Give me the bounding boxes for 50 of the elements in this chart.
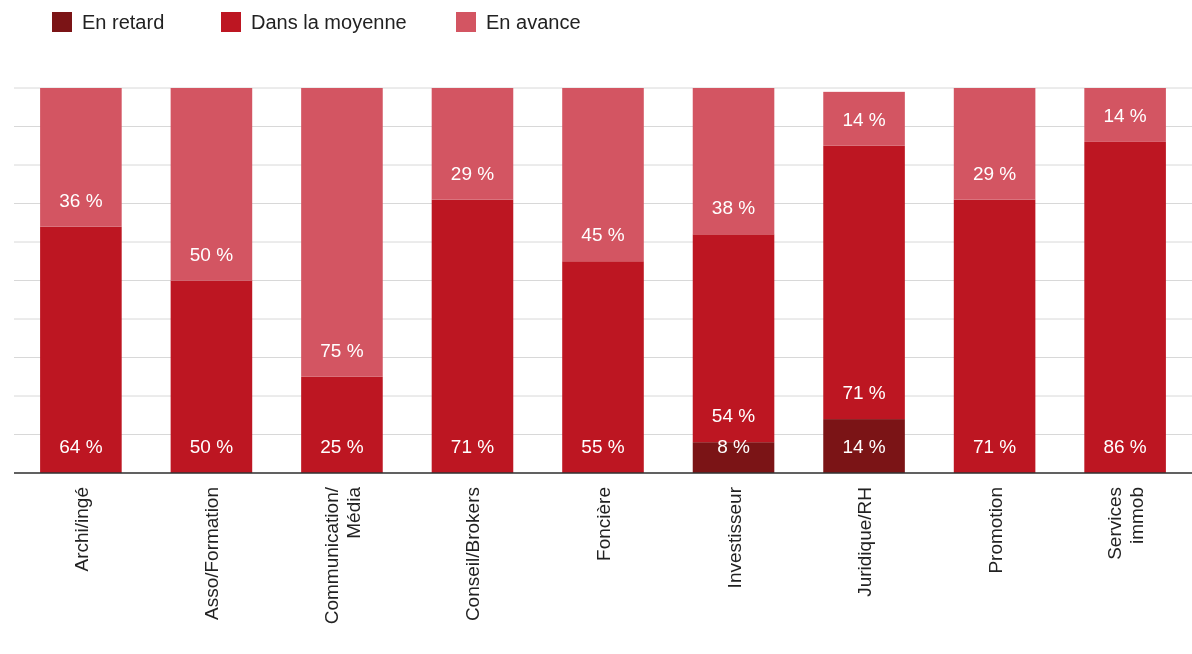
bar (562, 88, 644, 262)
data-label: 64 % (59, 436, 103, 457)
bar (1084, 88, 1166, 142)
legend-label: Dans la moyenne (251, 11, 407, 33)
x-tick-label: Foncière (593, 487, 614, 561)
data-label: 29 % (450, 162, 495, 184)
bar (301, 88, 383, 377)
data-label: 55 % (581, 436, 625, 457)
data-label: 14 % (842, 436, 886, 457)
bar (692, 88, 775, 235)
x-tick-label: Communication/ Média (320, 486, 364, 625)
data-label: 54 % (711, 405, 756, 427)
data-label: 29 % (972, 162, 1017, 184)
data-label: 71 % (842, 382, 886, 404)
bar (953, 88, 1036, 200)
x-tick-label: Juridique/RH (854, 487, 876, 597)
x-tick-label: Conseil/Brokers (462, 487, 484, 622)
bar (40, 226, 122, 473)
data-label: 8 % (717, 436, 750, 457)
data-label: 75 % (320, 339, 364, 361)
bar (1084, 141, 1166, 473)
bar (431, 88, 514, 200)
legend-label: En avance (486, 11, 581, 33)
x-tick-label: Promotion (984, 487, 1006, 574)
x-tick-label: Investisseur (723, 486, 745, 589)
bar (823, 145, 905, 420)
x-tick-label: Archi/ingé (70, 487, 92, 572)
bar (562, 261, 644, 473)
data-label: 36 % (59, 189, 103, 211)
bar (823, 419, 905, 473)
bar (431, 199, 514, 473)
data-label: 25 % (320, 436, 364, 457)
data-label: 38 % (711, 197, 756, 219)
x-tick-label: Asso/Formation (201, 487, 223, 621)
legend-label: En retard (82, 11, 165, 33)
data-label: 71 % (972, 436, 1017, 457)
data-label: 50 % (189, 436, 234, 457)
data-label: 14 % (842, 108, 886, 130)
bar (301, 376, 383, 473)
bar (40, 88, 122, 227)
x-tick-label: Services immob (1104, 487, 1148, 560)
data-label: 14 % (1103, 104, 1147, 126)
data-label: 71 % (450, 436, 495, 457)
bar (170, 88, 253, 281)
data-label: 50 % (189, 243, 234, 265)
bar (170, 280, 253, 473)
data-label: 86 % (1103, 436, 1147, 457)
bar (953, 199, 1036, 473)
data-label: 45 % (581, 224, 625, 246)
bar (823, 91, 905, 146)
